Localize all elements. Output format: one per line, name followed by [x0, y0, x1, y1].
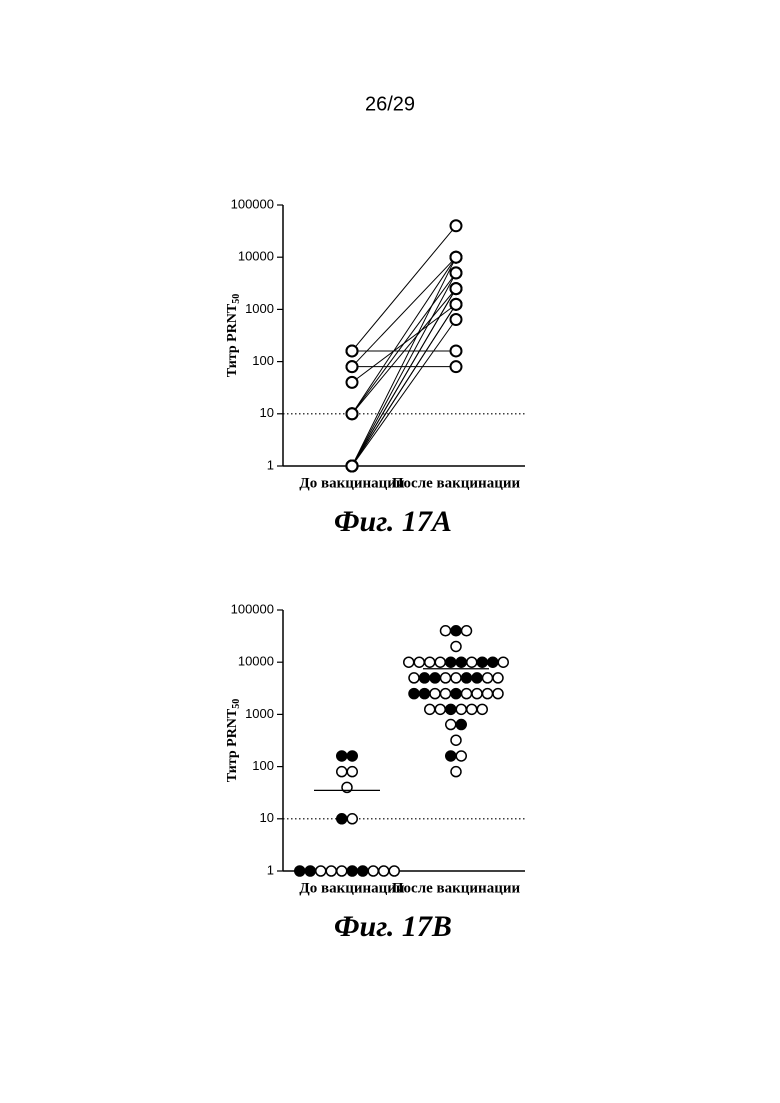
x-tick-label: До вакцинации [299, 475, 405, 491]
point [435, 704, 445, 714]
point [441, 673, 451, 683]
point [420, 689, 430, 699]
point [493, 673, 503, 683]
point [456, 720, 466, 730]
point [446, 720, 456, 730]
point [462, 673, 472, 683]
point [472, 689, 482, 699]
point [326, 866, 336, 876]
point [456, 657, 466, 667]
point [347, 866, 357, 876]
point [347, 767, 357, 777]
point [441, 689, 451, 699]
point [456, 751, 466, 761]
y-tick-label: 1 [267, 457, 274, 472]
x-tick-label: После вакцинации [392, 475, 521, 491]
y-tick-label: 1 [267, 862, 274, 877]
y-tick-label: 100 [252, 758, 274, 773]
y-tick-label: 100 [252, 353, 274, 368]
point [472, 673, 482, 683]
point [435, 657, 445, 667]
point [451, 689, 461, 699]
figure-caption: Фиг. 17B [334, 910, 452, 943]
point [379, 866, 389, 876]
y-axis-label-text: Титр PRNT [225, 303, 240, 377]
point [414, 657, 424, 667]
point [446, 657, 456, 667]
point [477, 704, 487, 714]
point [337, 866, 347, 876]
point [488, 657, 498, 667]
point [462, 626, 472, 636]
point [451, 641, 461, 651]
y-axis-label-text: Титр PRNT [225, 708, 240, 782]
y-tick-label: 1000 [245, 301, 274, 316]
point [430, 689, 440, 699]
point [493, 689, 503, 699]
point [446, 704, 456, 714]
point [347, 461, 358, 472]
point [451, 767, 461, 777]
point [337, 751, 347, 761]
point [451, 673, 461, 683]
y-tick-label: 100000 [231, 196, 274, 211]
x-tick-label: До вакцинации [299, 880, 405, 896]
point [295, 866, 305, 876]
point [498, 657, 508, 667]
point [347, 408, 358, 419]
point [456, 704, 466, 714]
point [451, 252, 462, 263]
figure-caption: Фиг. 17A [334, 505, 452, 538]
y-axis-label: Титр PRNT50 [225, 699, 242, 783]
y-tick-label: 10 [260, 405, 274, 420]
x-tick-label: После вакцинации [392, 880, 521, 896]
point [347, 814, 357, 824]
point [451, 267, 462, 278]
point [441, 626, 451, 636]
point [467, 704, 477, 714]
y-axis-label-subscript: 50 [231, 699, 242, 709]
point [404, 657, 414, 667]
point [446, 751, 456, 761]
point [425, 704, 435, 714]
point [347, 751, 357, 761]
point [409, 673, 419, 683]
point [409, 689, 419, 699]
point [347, 361, 358, 372]
point [316, 866, 326, 876]
point [337, 814, 347, 824]
y-tick-label: 10000 [238, 249, 274, 264]
point [451, 345, 462, 356]
y-tick-label: 10 [260, 810, 274, 825]
point [467, 657, 477, 667]
point [430, 673, 440, 683]
point [477, 657, 487, 667]
point [451, 220, 462, 231]
point [451, 314, 462, 325]
point [483, 673, 493, 683]
point [451, 283, 462, 294]
point [337, 767, 347, 777]
point [358, 866, 368, 876]
y-tick-label: 10000 [238, 654, 274, 669]
point [483, 689, 493, 699]
point [347, 377, 358, 388]
point [451, 735, 461, 745]
y-tick-label: 100000 [231, 601, 274, 616]
point [425, 657, 435, 667]
point [368, 866, 378, 876]
point [305, 866, 315, 876]
point [347, 345, 358, 356]
page-number: 26/29 [365, 93, 415, 115]
point [451, 299, 462, 310]
point [462, 689, 472, 699]
y-axis-label: Титр PRNT50 [225, 294, 242, 378]
point [451, 626, 461, 636]
y-tick-label: 1000 [245, 706, 274, 721]
point [389, 866, 399, 876]
point [420, 673, 430, 683]
point [451, 361, 462, 372]
y-axis-label-subscript: 50 [231, 294, 242, 304]
